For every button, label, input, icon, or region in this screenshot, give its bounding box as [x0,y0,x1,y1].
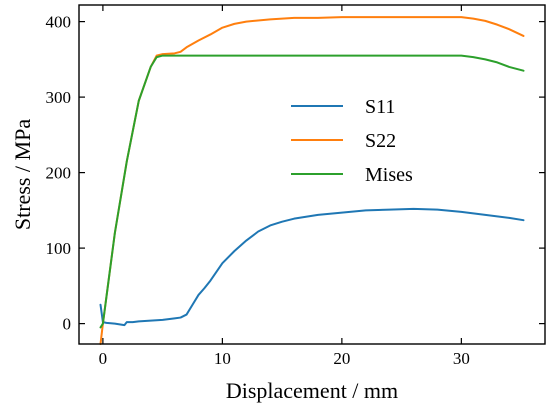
plot-frame [78,4,546,345]
legend-label-s11: S11 [365,96,395,118]
y-axis-title: Stress / MPa [10,119,35,230]
x-tick-label: 30 [453,349,470,368]
y-tick-label: 200 [46,164,72,183]
legend-label-mises: Mises [365,164,413,186]
x-tick-label: 20 [333,349,350,368]
y-tick-label: 0 [63,315,72,334]
series-line-s22 [99,16,525,345]
x-tick-label: 10 [214,349,231,368]
series-line-s11 [99,207,525,327]
x-axis-title: Displacement / mm [226,378,398,403]
legend-label-s22: S22 [365,130,396,152]
legend: S11 S22 Mises [291,96,413,186]
series-layer [99,16,525,345]
series-line-mises [99,54,525,329]
x-tick-label: 0 [99,349,108,368]
y-tick-label: 300 [46,88,72,107]
y-tick-label: 400 [46,13,72,32]
y-tick-label: 100 [46,239,72,258]
